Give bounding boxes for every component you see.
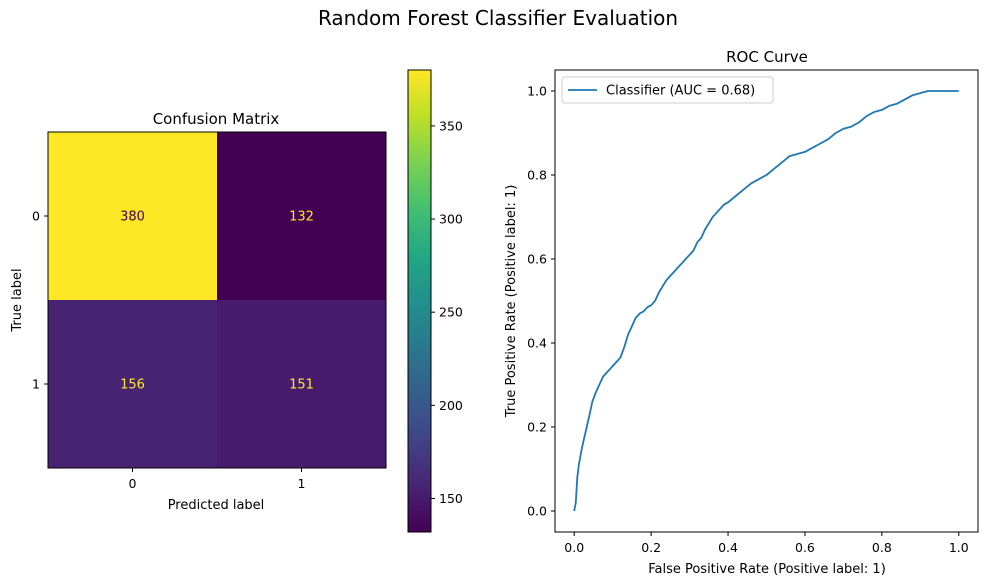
- figure-suptitle: Random Forest Classifier Evaluation: [318, 6, 678, 30]
- roc-xtick-label-0: 0.0: [564, 540, 584, 555]
- roc-series-line: [573, 90, 959, 512]
- roc-xtick-label-2: 0.4: [718, 540, 738, 555]
- roc-curve-panel: ROC Curve 0.0 0.2 0.4 0.6 0.8 1.0 0.0 0.2 0.4 0.6…: [504, 48, 979, 577]
- colorbar-ticks: 150 200 250 300 350: [431, 118, 463, 506]
- cm-ytick-label-0: 0: [32, 209, 40, 224]
- cm-title: Confusion Matrix: [153, 110, 280, 128]
- cm-axes-frame: [47, 131, 387, 469]
- roc-ticks: 0.0 0.2 0.4 0.6 0.8 1.0 0.0 0.2 0.4 0.6 0.8 1.0: [527, 84, 969, 556]
- roc-ytick-label-4: 0.8: [527, 168, 547, 183]
- roc-ytick-label-1: 0.2: [527, 420, 547, 435]
- cm-cell-value-1-0: 156: [120, 378, 145, 393]
- colorbar: 150 200 250 300 350: [407, 69, 463, 533]
- cm-ticks: 0 1 0 1: [32, 209, 305, 492]
- roc-axes-frame: [554, 69, 979, 533]
- roc-xtick-label-3: 0.6: [795, 540, 815, 555]
- roc-ytick-label-0: 0.0: [527, 504, 547, 519]
- confusion-matrix-panel: Confusion Matrix 380 132 156 151 0 1 0 1 Predi…: [10, 110, 387, 513]
- cm-cells: 380 132 156 151: [48, 132, 386, 468]
- cm-cell-0-0: [48, 132, 217, 300]
- legend-box: [561, 76, 774, 104]
- cm-cell-value-0-0: 380: [120, 210, 145, 225]
- roc-xtick-label-1: 0.2: [641, 540, 661, 555]
- roc-ytick-label-3: 0.6: [527, 252, 547, 267]
- cb-tick-label-200: 200: [439, 398, 463, 413]
- cm-ylabel: True label: [10, 268, 25, 332]
- roc-xtick-label-5: 1.0: [949, 540, 969, 555]
- roc-legend: Classifier (AUC = 0.68): [561, 76, 774, 104]
- roc-ytick-label-2: 0.4: [527, 336, 547, 351]
- cb-tick-label-150: 150: [439, 491, 463, 506]
- colorbar-gradient: [407, 69, 432, 533]
- cb-tick-label-300: 300: [439, 212, 463, 227]
- cm-xtick-label-0: 0: [129, 476, 137, 491]
- cm-cell-value-0-1: 132: [289, 210, 314, 225]
- cm-cell-1-0: [48, 300, 217, 468]
- cm-xtick-label-1: 1: [298, 476, 306, 491]
- cb-tick-label-350: 350: [439, 118, 463, 133]
- cm-ytick-label-1: 1: [32, 377, 40, 392]
- legend-label: Classifier (AUC = 0.68): [606, 84, 755, 99]
- cb-tick-label-250: 250: [439, 305, 463, 320]
- cm-cell-1-1: [217, 300, 386, 468]
- roc-ylabel: True Positive Rate (Positive label: 1): [504, 185, 519, 419]
- cm-xlabel: Predicted label: [168, 498, 265, 513]
- roc-title: ROC Curve: [726, 48, 808, 66]
- cm-cell-value-1-1: 151: [289, 378, 314, 393]
- roc-ytick-label-5: 1.0: [527, 84, 547, 99]
- cm-cell-0-1: [217, 132, 386, 300]
- roc-xtick-label-4: 0.8: [872, 540, 892, 555]
- roc-xlabel: False Positive Rate (Positive label: 1): [648, 562, 886, 577]
